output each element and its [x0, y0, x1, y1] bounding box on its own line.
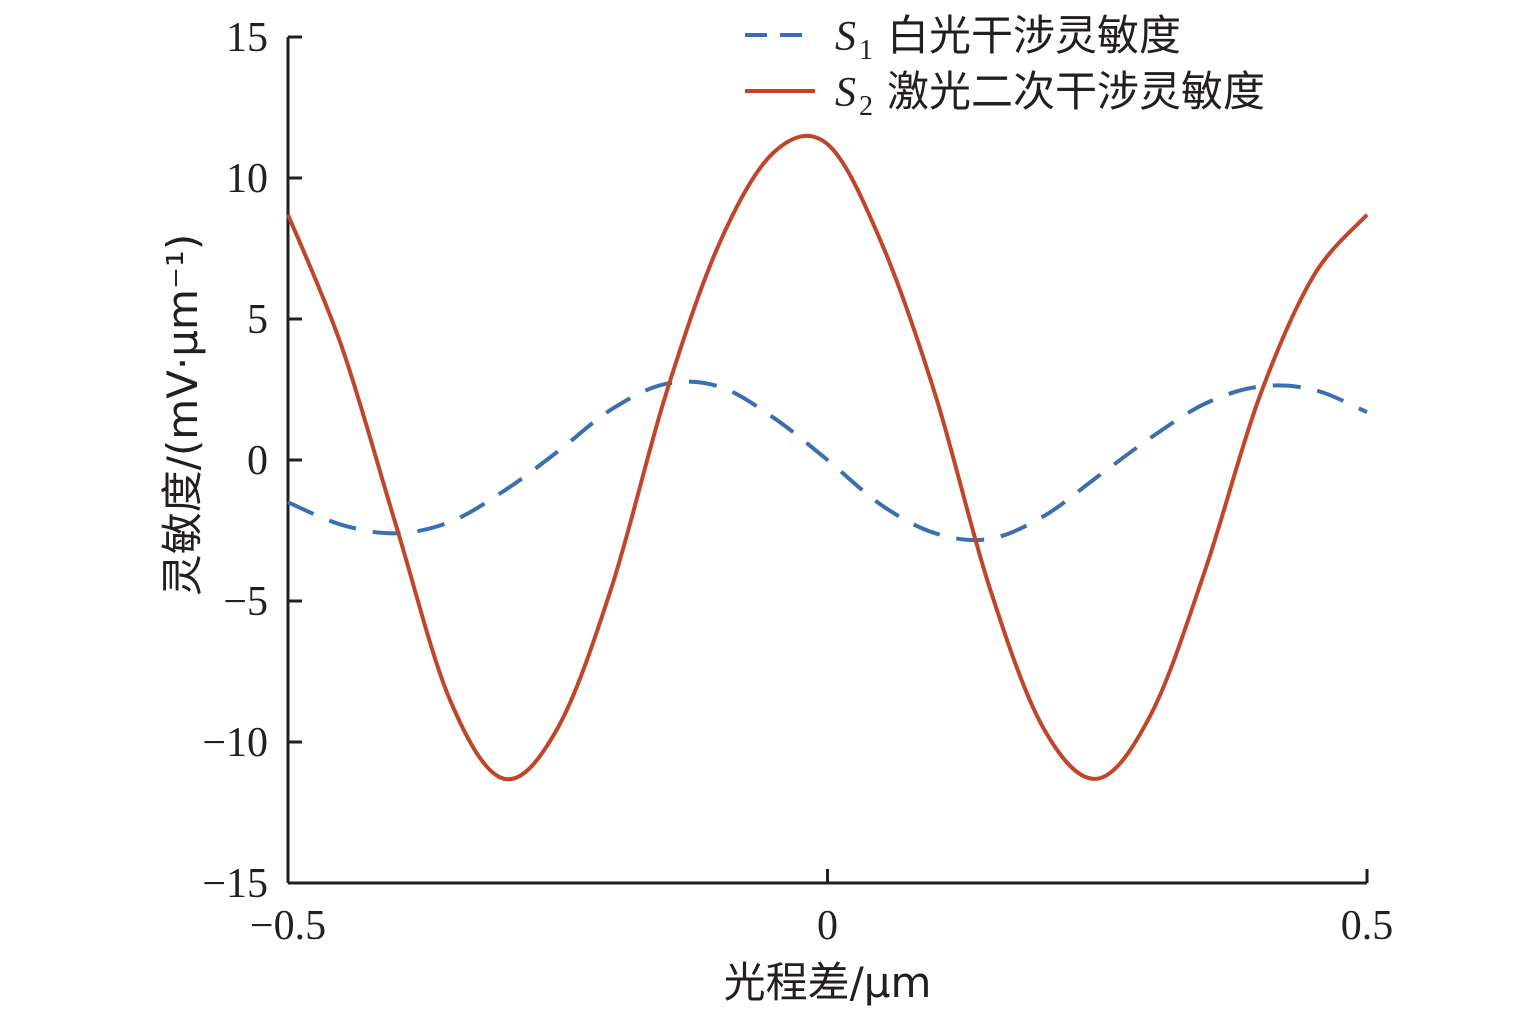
legend-symbol: S — [835, 70, 856, 116]
legend: S 1 白光干涉灵敏度 S 2 激光二次干涉灵敏度 — [745, 11, 1265, 122]
legend-subscript: 2 — [859, 91, 873, 122]
y-tick-label: 15 — [226, 15, 268, 61]
x-tick-label: 0 — [817, 903, 838, 949]
legend-subscript: 1 — [859, 35, 873, 66]
y-tick-label: 0 — [247, 438, 268, 484]
x-tick-label: −0.5 — [250, 903, 326, 949]
series-1-line — [287, 379, 1368, 543]
y-tick-label: −15 — [202, 861, 268, 907]
series-2-line — [286, 134, 1369, 782]
series-layer — [286, 134, 1369, 782]
legend-symbol: S — [835, 14, 856, 60]
legend-label: 激光二次干涉灵敏度 — [887, 67, 1265, 116]
y-tick-label: 5 — [247, 297, 268, 343]
x-tick-label: 0.5 — [1341, 903, 1394, 949]
y-tick-label: −10 — [202, 720, 268, 766]
y-tick-label: 10 — [226, 156, 268, 202]
x-axis-title: 光程差/μm — [724, 958, 932, 1007]
y-axis-title: 灵敏度/(mV·μm⁻¹) — [158, 234, 207, 597]
legend-label: 白光干涉灵敏度 — [887, 11, 1181, 60]
x-ticks: −0.5 0 0.5 — [250, 869, 1393, 949]
y-tick-label: −5 — [223, 579, 268, 625]
y-ticks: 15 10 5 0 −5 −10 −15 — [202, 15, 302, 907]
